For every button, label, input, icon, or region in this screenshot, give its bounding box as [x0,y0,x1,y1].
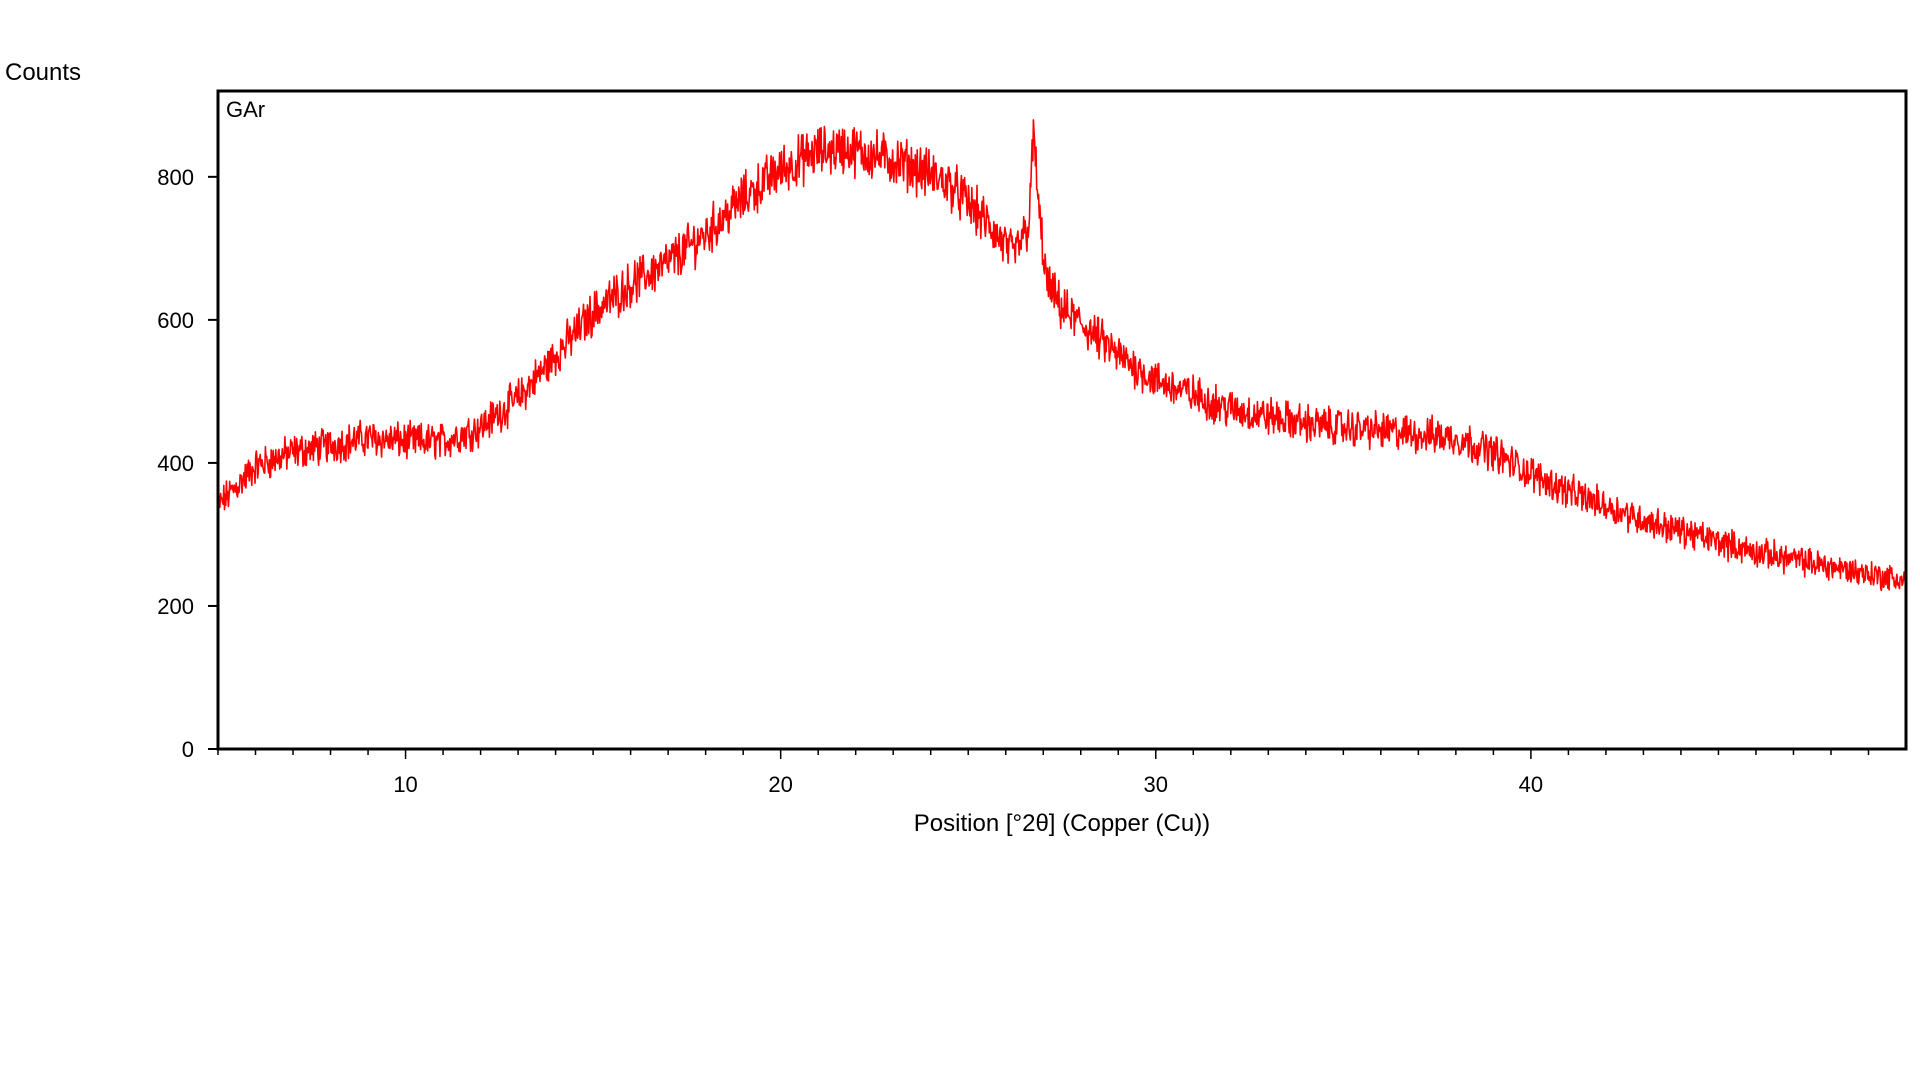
x-tick-label: 10 [393,772,417,797]
x-axis-title: Position [°2θ] (Copper (Cu)) [914,810,1210,837]
y-axis: 0 200 400 600 800 [157,165,218,762]
sample-label: GAr [226,97,265,122]
y-tick-label: 0 [182,737,194,762]
x-axis: 10 20 30 40 [217,749,1870,797]
x-tick-label: 30 [1144,772,1168,797]
series-line [217,119,1907,592]
y-tick-label: 600 [157,308,194,333]
y-axis-title: Counts [5,59,81,86]
plot-frame [216,89,1908,751]
x-tick-label: 20 [768,772,792,797]
y-tick-label: 200 [157,594,194,619]
y-tick-label: 400 [157,451,194,476]
y-tick-label: 800 [157,165,194,190]
x-tick-label: 40 [1519,772,1543,797]
